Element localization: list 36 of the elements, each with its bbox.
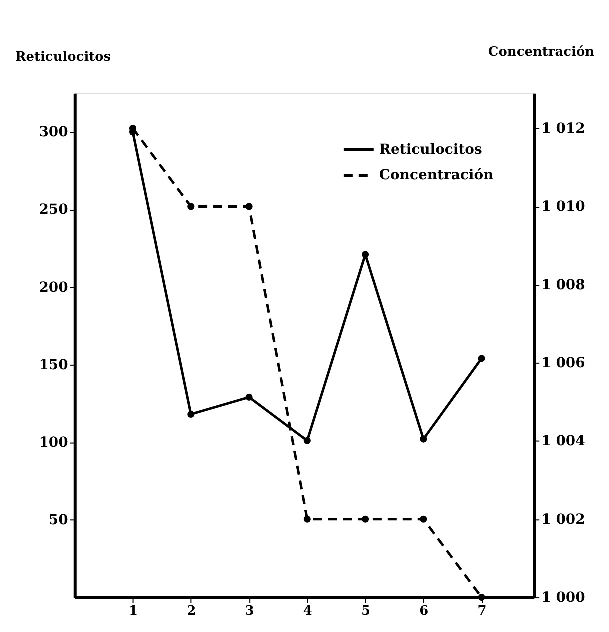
legend-label: Reticulocitos	[379, 142, 482, 158]
y2-tick-label: 1 006	[542, 356, 586, 372]
y2-axis-title: Concentración	[488, 44, 596, 60]
y2-tick-label: 1 010	[542, 199, 586, 216]
x-tick-label: 3	[245, 604, 254, 620]
x-tick-label: 6	[420, 604, 429, 620]
point	[362, 251, 370, 258]
point	[420, 436, 428, 443]
point	[478, 355, 486, 362]
y-tick-label: 50	[48, 512, 69, 528]
y-tick-label: 300	[39, 124, 69, 141]
point	[478, 594, 486, 602]
y-axis-title: Reticulocitos	[15, 50, 112, 65]
y-tick-label: 100	[39, 434, 69, 451]
x-tick-label: 5	[362, 604, 371, 620]
point	[362, 516, 370, 523]
y2-tick-label: 1 002	[542, 512, 586, 528]
point	[246, 394, 253, 401]
x-tick-label: 1	[128, 604, 138, 620]
point	[304, 516, 311, 523]
x-tick-label: 2	[187, 604, 196, 620]
y-tick-label: 250	[39, 202, 69, 218]
y2-tick-label: 1 000	[542, 590, 586, 606]
y2-tick-label: 1 008	[542, 277, 586, 294]
point	[304, 437, 311, 444]
point	[188, 410, 195, 418]
y-tick-label: 200	[39, 280, 69, 296]
y2-tick-label: 1 004	[542, 434, 586, 450]
y2-tick-label: 1 012	[542, 121, 586, 138]
point	[188, 203, 195, 210]
x-tick-label: 7	[478, 604, 487, 620]
x-tick-label: 4	[303, 604, 312, 620]
legend-label: Concentración	[379, 168, 494, 184]
y-tick-label: 150	[39, 357, 69, 374]
point	[246, 203, 253, 210]
point	[420, 516, 428, 523]
